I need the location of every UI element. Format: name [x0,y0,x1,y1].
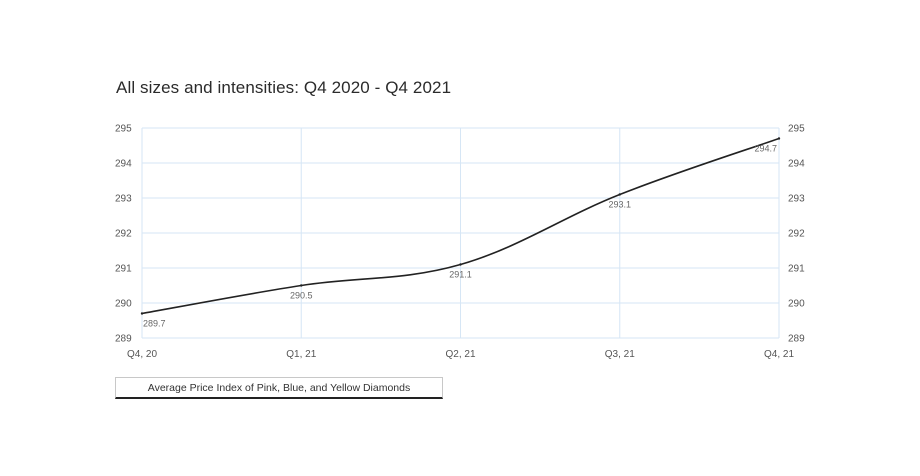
grid-lines [141,127,780,339]
y-axis-right: 289 290 291 292 293 294 295 [788,124,805,345]
y-tick-label-left: 295 [115,124,132,135]
data-point [777,137,781,140]
y-tick-label-left: 291 [115,264,132,275]
data-label: 293.1 [608,200,631,210]
y-tick-label-left: 293 [115,194,132,205]
y-tick-label-left: 289 [115,334,132,345]
y-tick-label-right: 293 [788,194,805,205]
legend-item[interactable]: Average Price Index of Pink, Blue, and Y… [115,377,443,399]
series-layer [140,137,781,315]
y-tick-label-right: 295 [788,124,805,135]
y-tick-label-right: 294 [788,159,805,170]
x-tick-label: Q1, 21 [286,349,316,360]
data-label: 291.1 [449,270,472,280]
y-tick-label-left: 290 [115,299,132,310]
y-tick-label-right: 290 [788,299,805,310]
data-label: 289.7 [143,319,166,329]
x-tick-label: Q3, 21 [605,349,635,360]
data-point [140,312,144,315]
x-tick-label: Q4, 21 [764,349,794,360]
y-tick-label-left: 294 [115,159,132,170]
y-tick-label-right: 292 [788,229,805,240]
data-label: 290.5 [290,291,313,301]
y-axis-left: 289 290 291 292 293 294 295 [115,124,132,345]
x-tick-label: Q2, 21 [445,349,475,360]
data-point [459,263,462,266]
data-label: 294.7 [754,144,777,154]
chart-title: All sizes and intensities: Q4 2020 - Q4 … [116,78,452,97]
y-tick-label-right: 289 [788,334,805,345]
data-point [618,193,621,196]
x-tick-label: Q4, 20 [127,349,157,360]
y-tick-label-right: 291 [788,264,805,275]
x-axis: Q4, 20 Q1, 21 Q2, 21 Q3, 21 Q4, 21 [127,349,794,360]
y-tick-label-left: 292 [115,229,132,240]
data-point [300,284,303,287]
data-labels: 289.7 290.5 291.1 293.1 294.7 [143,144,777,329]
legend-label: Average Price Index of Pink, Blue, and Y… [147,381,411,394]
